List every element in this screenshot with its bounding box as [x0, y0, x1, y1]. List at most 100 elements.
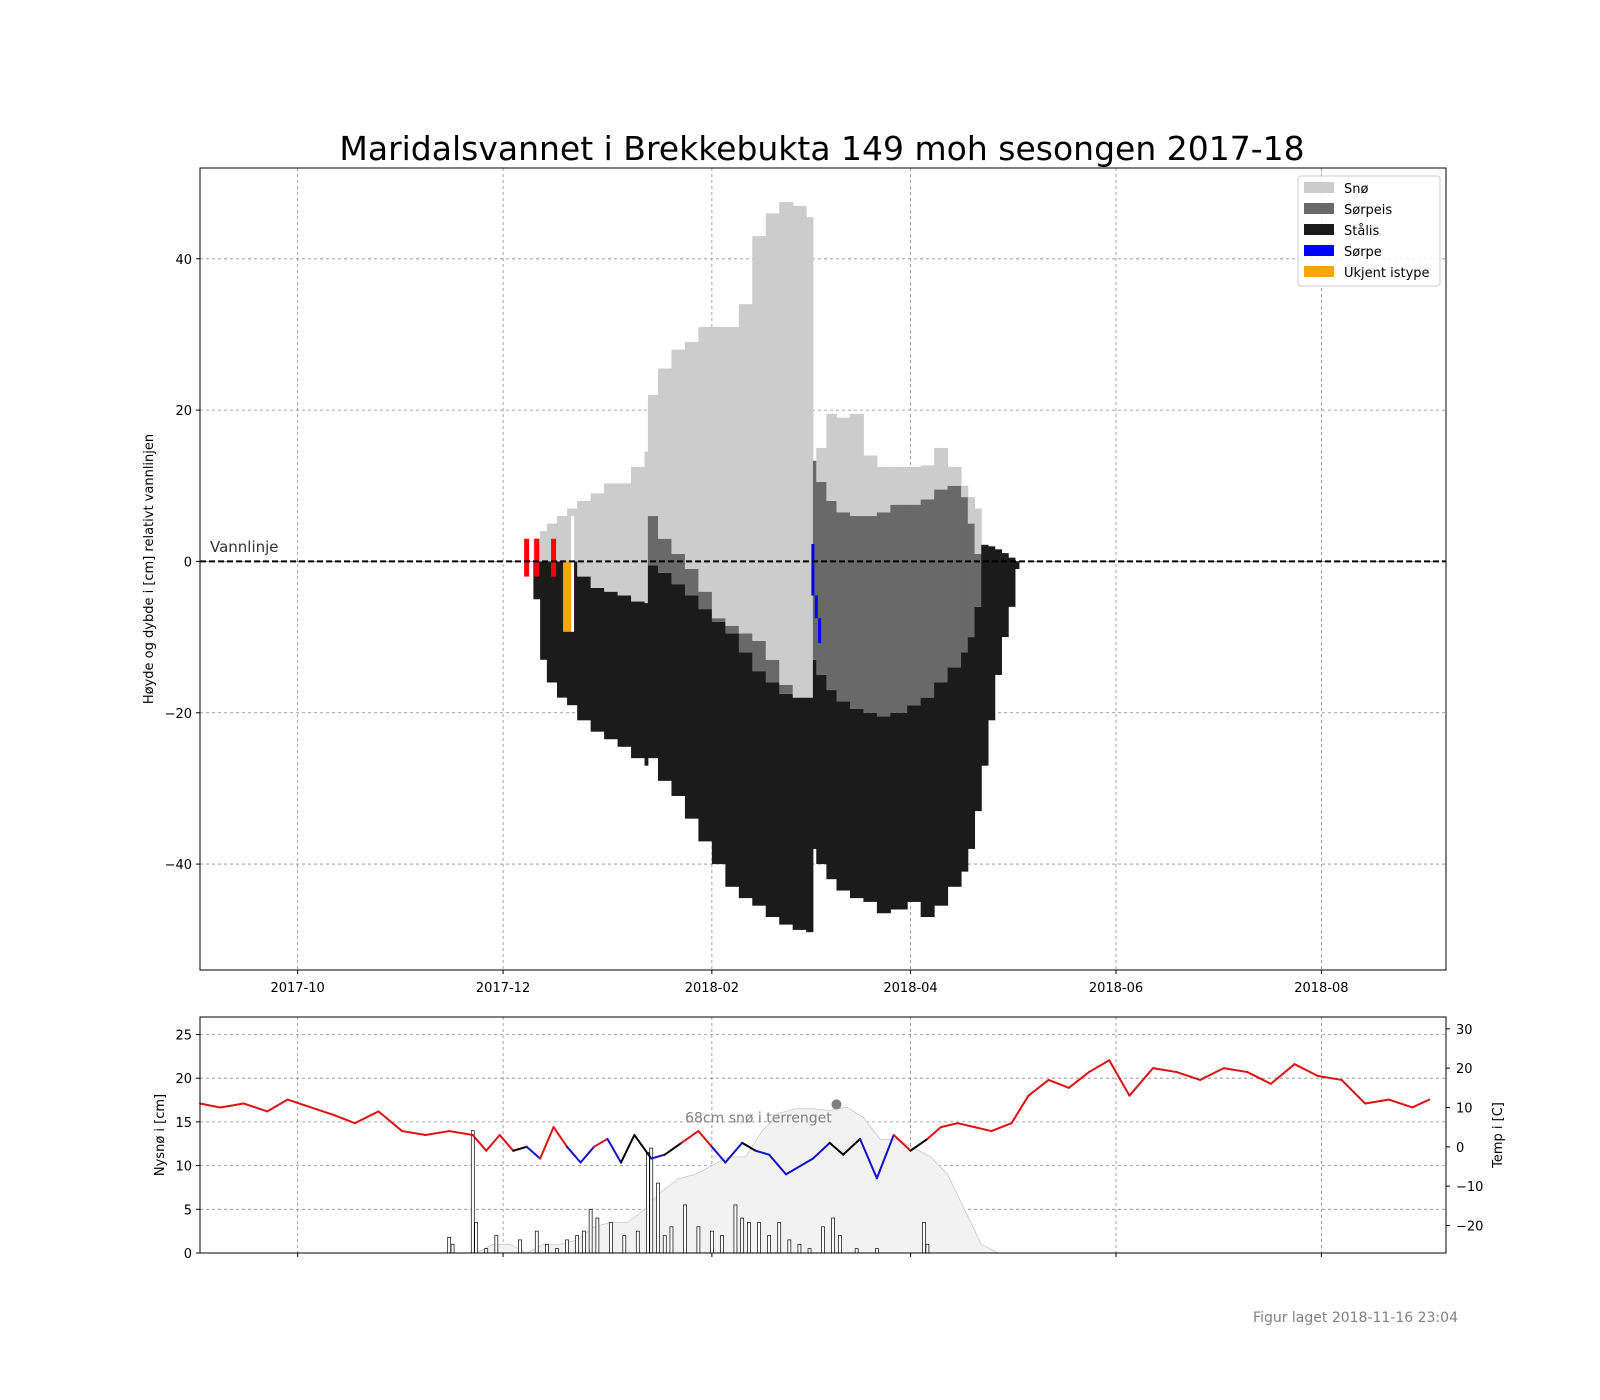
temperature-segment	[353, 1110, 380, 1125]
temperature-segment	[784, 1165, 801, 1176]
snow-bar	[967, 497, 976, 524]
black-ice-bar	[684, 595, 699, 819]
observation-marker	[551, 538, 557, 577]
black-ice-bar	[890, 712, 908, 910]
x-tick-label: 2017-12	[476, 981, 530, 996]
legend-swatch-snow	[1304, 182, 1334, 193]
temperature-segment	[768, 1153, 787, 1176]
temperature-segment	[1246, 1071, 1272, 1085]
black-ice-bar	[961, 652, 969, 872]
ice-chart-x-ticks: 2017-10 2017-12 2018-02 2018-04 2018-06 2018-…	[270, 970, 1349, 996]
slush-ice-bar	[711, 618, 726, 622]
temperature-segment	[401, 1130, 427, 1136]
slush-ice-bar	[947, 485, 962, 668]
new-snow-bar	[608, 1222, 613, 1254]
black-ice-bar	[711, 621, 726, 865]
temperature-segment	[485, 1134, 501, 1152]
snow-bar	[961, 485, 969, 498]
new-snow-bar	[922, 1222, 926, 1254]
x-tick-label: 2018-02	[685, 981, 739, 996]
slush-ice-bar	[967, 523, 976, 638]
temperature-segment	[875, 1134, 895, 1180]
new-snow-bar	[777, 1222, 782, 1254]
new-snow-bar	[470, 1130, 475, 1254]
temperature-segment	[939, 1122, 959, 1129]
new-snow-bar	[656, 1182, 660, 1254]
slush-ice-bar	[765, 659, 780, 683]
temperature-segment	[697, 1130, 713, 1148]
black-ice-bar	[604, 591, 619, 740]
black-ice-bar	[981, 544, 989, 766]
snow-bar	[577, 500, 592, 577]
black-ice-bar	[876, 716, 891, 914]
new-snow-bar	[484, 1248, 489, 1254]
slush-ice-bar	[849, 516, 864, 709]
slush-ice-bar	[961, 497, 969, 653]
snow-bar	[590, 493, 605, 588]
temperature-segment	[619, 1134, 636, 1164]
new-snow-bar	[447, 1236, 452, 1254]
temperature-segment	[663, 1141, 683, 1156]
new-snow-bar	[925, 1243, 930, 1254]
snow-bar	[890, 466, 908, 505]
observation-marker	[534, 538, 540, 577]
new-snow-bar	[494, 1235, 499, 1254]
chart-title: Maridalsvannet i Brekkebukta 149 moh ses…	[339, 129, 1304, 168]
black-ice-bar	[863, 712, 878, 902]
temperature-segment	[566, 1145, 582, 1164]
slush-ice-bar	[863, 516, 878, 713]
temperature-segment	[219, 1102, 245, 1109]
snow-bar	[907, 466, 922, 505]
y-tick-label: 25	[175, 1028, 192, 1043]
new-snow-bar	[669, 1226, 674, 1254]
temperature-segment	[512, 1145, 528, 1152]
weather-chart-axes: 68cm snø i terrenget 0 5 10 15 20 25 −20 −10 0 1…	[153, 1016, 1506, 1262]
temperature-segment	[633, 1134, 653, 1160]
new-snow-bar	[474, 1222, 478, 1254]
y2-tick-label: −10	[1456, 1180, 1483, 1195]
temperature-segment	[1175, 1071, 1202, 1081]
new-snow-bar	[821, 1226, 825, 1254]
temperature-segment	[926, 1126, 942, 1140]
y-tick-label: 20	[175, 404, 192, 419]
black-ice-bar	[849, 708, 864, 899]
temperature-segment	[1317, 1075, 1343, 1081]
snow-bar	[934, 447, 949, 490]
black-ice-bar	[533, 561, 541, 600]
snow-bar	[671, 349, 686, 554]
slush-ice-bar	[890, 504, 908, 713]
black-ice-bar	[546, 561, 558, 683]
black-ice-bar	[725, 633, 740, 887]
new-snow-bar	[720, 1235, 724, 1254]
temperature-segment	[828, 1141, 845, 1156]
new-snow-bar	[767, 1235, 771, 1254]
temperature-segment	[798, 1157, 814, 1168]
y-tick-label: 20	[175, 1072, 192, 1087]
legend-swatch-black-ice	[1304, 224, 1334, 235]
snow-bar	[863, 455, 878, 517]
y2-tick-label: 0	[1456, 1141, 1464, 1156]
new-snow-bar	[582, 1230, 586, 1254]
temperature-segment	[448, 1130, 474, 1136]
temperature-segment	[1199, 1067, 1225, 1081]
snow-bar	[876, 466, 891, 513]
black-ice-bar	[617, 595, 632, 747]
snow-bar	[711, 326, 726, 619]
weather-chart-y2label: Temp i [C]	[1491, 1102, 1506, 1169]
black-ice-bar	[826, 690, 837, 880]
temperature-segment	[1088, 1059, 1111, 1074]
temperature-segment	[811, 1141, 831, 1160]
legend-label-slush-ice: Sørpeis	[1344, 203, 1392, 218]
ice-chart-frame	[199, 167, 1447, 971]
temperature-line	[199, 1059, 1431, 1180]
temperature-segment	[842, 1137, 862, 1156]
black-ice-bar	[907, 705, 922, 902]
snow-bar	[631, 466, 646, 602]
temperature-segment	[593, 1137, 609, 1148]
snow-bar	[792, 205, 807, 698]
temperature-segment	[892, 1134, 912, 1152]
new-snow-bar	[683, 1204, 687, 1254]
legend-swatch-slush	[1304, 245, 1334, 256]
temperature-segment	[471, 1134, 488, 1152]
black-ice-bar	[994, 549, 1002, 675]
